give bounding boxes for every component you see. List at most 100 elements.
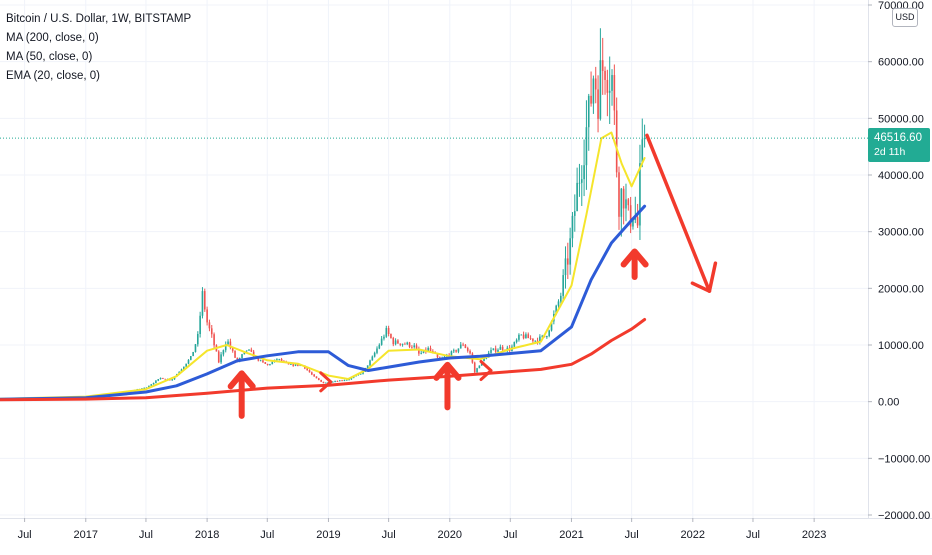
candle-body [406, 342, 409, 345]
candle-body [380, 338, 383, 345]
candle-body [478, 365, 481, 369]
candle-body [276, 359, 278, 361]
candle-body [185, 363, 187, 367]
candle-body [201, 291, 204, 316]
y-tick-label: 0.00 [878, 397, 899, 409]
candle-body [634, 217, 637, 220]
legend-ma200[interactable]: MA (200, close, 0) [6, 32, 99, 44]
legend-ema20[interactable]: EMA (20, close, 0) [6, 70, 100, 82]
arrow-shaft [645, 133, 712, 293]
candle-body [590, 95, 592, 104]
candle-body [150, 384, 153, 386]
candle-body [213, 334, 215, 346]
candle-body [334, 381, 336, 382]
candle-body [459, 344, 462, 349]
candle-body [190, 356, 192, 360]
candle-body [622, 188, 625, 209]
candle-body [394, 340, 397, 345]
candle-body [278, 358, 281, 360]
candle-body [462, 344, 464, 346]
chart-legend: Bitcoin / U.S. Dollar, 1W, BITSTAMP MA (… [6, 10, 191, 86]
candle-body [308, 370, 311, 373]
candle-body [280, 358, 283, 362]
bar-countdown: 2d 11h [874, 146, 906, 158]
candle-body [180, 369, 183, 372]
candle-body [222, 350, 225, 355]
candle-body [317, 378, 320, 381]
candle-body [257, 357, 260, 361]
x-tick-label: 2023 [802, 529, 826, 541]
candle-body [550, 321, 553, 331]
candle-body [427, 347, 429, 352]
candle-body [532, 338, 534, 342]
annotation-arrow-up [620, 248, 649, 280]
candle-body [397, 340, 399, 344]
candle-body [208, 322, 211, 329]
candle-body [371, 356, 374, 361]
candle-body [518, 334, 520, 340]
candle-body [566, 258, 569, 265]
candle-body [492, 348, 495, 350]
candle-body [311, 372, 313, 375]
candle-body [639, 163, 641, 226]
candle-body [569, 238, 571, 265]
y-tick-label: −10000.00 [878, 453, 930, 465]
candle-body [271, 361, 274, 365]
symbol-title[interactable]: Bitcoin / U.S. Dollar, 1W, BITSTAMP [6, 13, 192, 25]
candle-body [527, 334, 530, 339]
annotation-chevron [479, 360, 493, 381]
x-tick-label: 2022 [681, 529, 705, 541]
annotation-chevron [319, 371, 333, 393]
legend-ma50[interactable]: MA (50, close, 0) [6, 51, 93, 63]
candle-body [464, 344, 467, 348]
candle-body [264, 362, 267, 364]
candle-body [564, 258, 567, 276]
candle-body [580, 179, 583, 183]
candle-body [387, 328, 390, 335]
ema20-line [0, 131, 646, 400]
candle-body [399, 343, 402, 345]
x-tick-label: Jul [260, 529, 274, 541]
candle-body [606, 79, 609, 93]
annotation-arrow-up [227, 370, 256, 419]
candle-body [562, 275, 564, 296]
candle-body [206, 309, 208, 323]
candle-body [643, 138, 646, 140]
candle-body [290, 364, 292, 365]
x-tick-label: Jul [18, 529, 32, 541]
candle-body [378, 344, 381, 349]
candle-body [599, 60, 602, 119]
candle-body [297, 364, 299, 366]
candle-body [613, 75, 616, 111]
candle-body [336, 381, 339, 382]
candle-body [348, 379, 350, 381]
candle-body [269, 364, 271, 365]
x-tick-label: Jul [382, 529, 396, 541]
candle-body [555, 305, 557, 314]
candle-body [359, 373, 362, 375]
candle-body [415, 345, 418, 349]
x-tick-label: Jul [625, 529, 639, 541]
candle-body [455, 350, 457, 352]
candle-body [383, 336, 385, 339]
candle-body [292, 364, 295, 366]
x-tick-label: Jul [746, 529, 760, 541]
candle-body [313, 374, 315, 377]
candle-body [366, 365, 369, 368]
candle-body [522, 334, 525, 339]
candle-body [608, 90, 611, 93]
candle-body [452, 350, 455, 352]
candle-body [234, 350, 236, 358]
candle-body [466, 347, 469, 351]
candle-body [187, 359, 190, 364]
y-tick-label: 40000.00 [878, 170, 924, 182]
last-price-tag: 46516.60 2d 11h [868, 128, 930, 162]
currency-button[interactable]: USD [892, 8, 918, 27]
candle-body [473, 362, 476, 373]
candle-body [641, 139, 644, 164]
candle-body [171, 379, 174, 381]
candle-body [534, 340, 537, 342]
candle-body [585, 127, 588, 166]
